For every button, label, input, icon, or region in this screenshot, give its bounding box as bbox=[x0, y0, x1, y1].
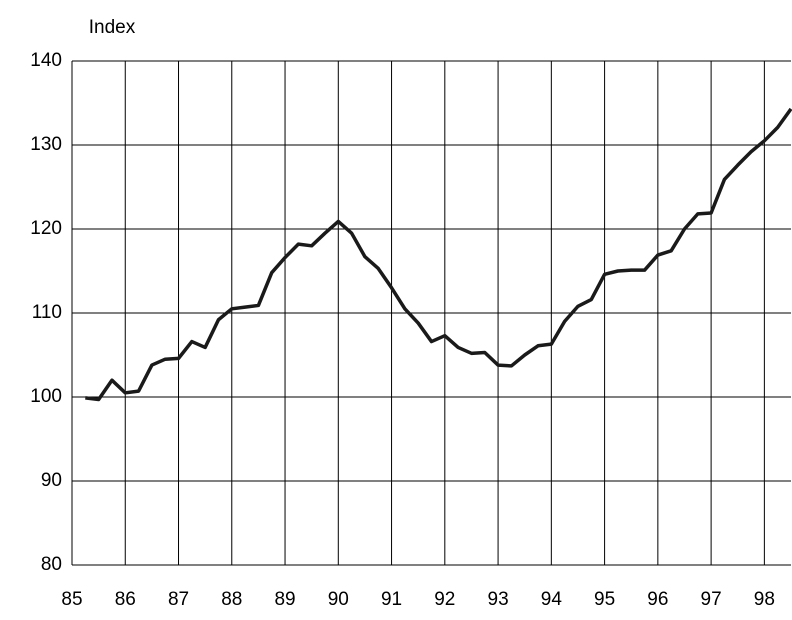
y-tick-label: 100 bbox=[30, 386, 62, 407]
x-tick-label: 98 bbox=[754, 589, 775, 610]
y-tick-label: 120 bbox=[30, 218, 62, 239]
x-tick-label: 94 bbox=[541, 589, 563, 610]
x-tick-label: 85 bbox=[61, 589, 82, 610]
x-tick-label: 92 bbox=[434, 589, 455, 610]
x-tick-label: 91 bbox=[381, 589, 402, 610]
x-tick-label: 90 bbox=[328, 589, 349, 610]
y-tick-label: 90 bbox=[41, 470, 62, 491]
x-tick-label: 95 bbox=[594, 589, 615, 610]
x-tick-label: 88 bbox=[221, 589, 242, 610]
y-tick-label: 140 bbox=[30, 50, 62, 71]
x-tick-label: 86 bbox=[115, 589, 136, 610]
y-tick-label: 130 bbox=[30, 134, 62, 155]
x-tick-label: 93 bbox=[488, 589, 509, 610]
x-tick-label: 96 bbox=[647, 589, 668, 610]
data-line bbox=[85, 107, 792, 402]
y-axis-label: Index bbox=[89, 17, 136, 38]
x-tick-label: 87 bbox=[168, 589, 189, 610]
y-tick-label: 80 bbox=[41, 554, 62, 575]
x-tick-label: 89 bbox=[274, 589, 295, 610]
y-tick-label: 110 bbox=[32, 302, 62, 323]
x-tick-label: 97 bbox=[701, 589, 722, 610]
